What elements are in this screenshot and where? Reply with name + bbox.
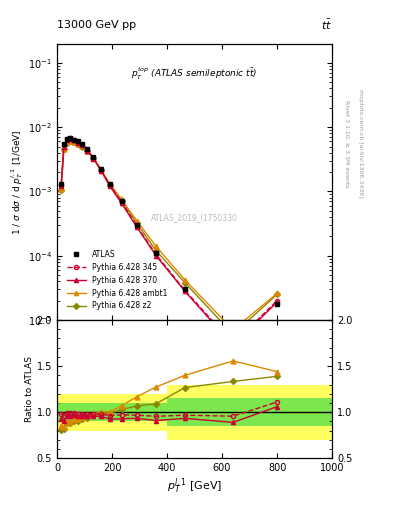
Legend: ATLAS, Pythia 6.428 345, Pythia 6.428 370, Pythia 6.428 ambt1, Pythia 6.428 z2: ATLAS, Pythia 6.428 345, Pythia 6.428 37… (64, 247, 170, 313)
Text: $t\bar{t}$: $t\bar{t}$ (321, 17, 332, 32)
X-axis label: $p_T^{l,1}$ [GeV]: $p_T^{l,1}$ [GeV] (167, 477, 222, 497)
Text: 13000 GeV pp: 13000 GeV pp (57, 19, 136, 30)
Text: mcplots.cern.ch [arXiv:1306.3436]: mcplots.cern.ch [arXiv:1306.3436] (358, 89, 363, 198)
Text: $p_T^{top}$ (ATLAS semileptonic $t\bar{t}$): $p_T^{top}$ (ATLAS semileptonic $t\bar{t… (131, 66, 258, 82)
Text: Rivet 3.1.10, ≥ 3.3M events: Rivet 3.1.10, ≥ 3.3M events (344, 99, 349, 187)
Y-axis label: Ratio to ATLAS: Ratio to ATLAS (25, 356, 34, 422)
Y-axis label: 1 / $\sigma$ d$\sigma$ / d $p_T^{l,1}$ [1/GeV]: 1 / $\sigma$ d$\sigma$ / d $p_T^{l,1}$ [… (9, 129, 25, 234)
Text: ATLAS_2019_I1750330: ATLAS_2019_I1750330 (151, 213, 238, 222)
